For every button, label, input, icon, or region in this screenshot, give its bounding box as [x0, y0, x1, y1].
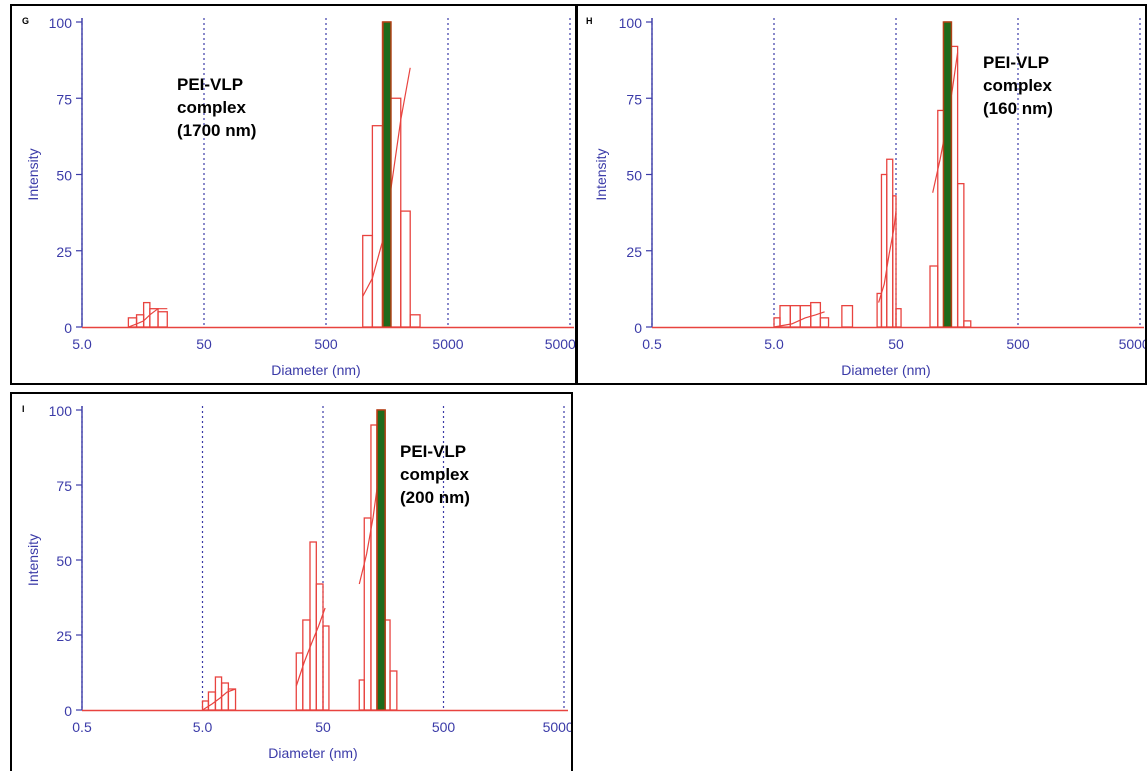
histogram-bar: [963, 320, 972, 328]
x-tick-label: 500: [432, 719, 456, 735]
histogram-bar: [886, 158, 894, 328]
chart-panel-h: H 0 25 50 75 100 0.5 5.0 50 500 5000.0 Diameter (nm…: [576, 4, 1147, 385]
histogram-bar: [895, 308, 902, 328]
histogram-bar: [358, 679, 365, 711]
x-tick-label: 5000.0: [1119, 336, 1145, 352]
histogram-bar: [370, 424, 378, 711]
y-tick-label: 25: [56, 628, 72, 644]
y-tick-label: 75: [56, 478, 72, 494]
y-tick-label: 50: [626, 168, 642, 184]
x-tick-label: 5000.0: [543, 719, 571, 735]
y-tick-label: 50: [56, 553, 72, 569]
x-axis-title: Diameter (nm): [841, 362, 930, 378]
panel-letter: G: [22, 16, 29, 26]
histogram-bar: [371, 125, 384, 328]
y-tick-label: 0: [634, 320, 642, 336]
chart-panel-g: G 0 25 50 75 100 5.0 50 500 5000 50000.0 Diameter (…: [10, 4, 577, 385]
y-tick-label: 25: [56, 244, 72, 260]
peak-marker: [382, 21, 392, 328]
histogram-bar: [227, 688, 237, 711]
histogram-bar: [389, 670, 398, 711]
y-tick-label: 25: [626, 244, 642, 260]
cumulative-line: [773, 311, 825, 328]
x-tick-label: 50: [315, 719, 331, 735]
x-tick-label: 5.0: [193, 719, 213, 735]
peak-annotation-line: (160 nm): [983, 99, 1053, 118]
x-tick-label: 5.0: [764, 336, 784, 352]
cumulative-line: [878, 211, 897, 303]
histogram-bar: [142, 301, 151, 328]
cumulative-line: [295, 607, 326, 687]
peak-annotation-line: PEI-VLP: [400, 442, 466, 461]
cumulative-line: [202, 688, 236, 711]
peak-annotation-line: complex: [400, 465, 470, 484]
cumulative-line: [128, 308, 168, 328]
x-tick-label: 50: [196, 336, 212, 352]
x-tick-label: 0.5: [72, 719, 92, 735]
x-tick-label: 50000.0: [545, 336, 575, 352]
panel-letter: I: [22, 404, 25, 414]
histogram-bar: [409, 314, 421, 328]
y-tick-label: 50: [56, 168, 72, 184]
chart-i-svg: I 0 25 50 75 100 0.5 5.0 50 500 5000.0 Diameter (nm…: [22, 403, 571, 761]
histogram-bar: [880, 173, 888, 328]
y-axis-title: Intensity: [593, 148, 609, 200]
y-tick-label: 100: [619, 15, 643, 31]
x-tick-label: 500: [1006, 336, 1030, 352]
x-axis-title: Diameter (nm): [271, 362, 360, 378]
x-tick-label: 500: [314, 336, 338, 352]
x-tick-label: 5.0: [72, 336, 92, 352]
histogram-bar: [929, 265, 939, 328]
x-tick-label: 50: [888, 336, 904, 352]
peak-annotation-line: (1700 nm): [177, 121, 256, 140]
peak-marker: [942, 21, 953, 328]
y-tick-label: 100: [49, 403, 73, 419]
y-tick-label: 0: [64, 703, 72, 719]
y-tick-label: 0: [64, 320, 72, 336]
histogram-bar: [956, 182, 965, 328]
histogram-bar: [400, 210, 411, 328]
peak-annotation-line: (200 nm): [400, 488, 470, 507]
panel-letter: H: [586, 16, 593, 26]
chart-h-svg: H 0 25 50 75 100 0.5 5.0 50 500 5000.0 Diameter (nm…: [586, 15, 1145, 378]
histogram-bar: [157, 311, 168, 328]
y-tick-label: 75: [626, 91, 642, 107]
histogram-bar: [207, 691, 217, 711]
peak-annotation-line: complex: [177, 98, 247, 117]
histogram-bar: [841, 304, 854, 328]
y-tick-label: 100: [49, 15, 73, 31]
x-axis-title: Diameter (nm): [268, 745, 357, 761]
y-axis-title: Intensity: [25, 534, 41, 586]
peak-annotation-line: PEI-VLP: [983, 53, 1049, 72]
histogram-bar: [309, 541, 317, 711]
x-tick-label: 0.5: [642, 336, 662, 352]
histogram-bar: [322, 625, 330, 711]
histogram-bar: [315, 583, 324, 711]
y-tick-label: 75: [56, 91, 72, 107]
chart-panel-i: I 0 25 50 75 100 0.5 5.0 50 500 5000.0 Diameter (nm…: [10, 392, 573, 771]
histogram-bar: [819, 317, 830, 328]
peak-annotation-line: complex: [983, 76, 1053, 95]
y-axis-title: Intensity: [25, 148, 41, 200]
peak-marker: [376, 409, 386, 711]
peak-annotation-line: PEI-VLP: [177, 75, 243, 94]
chart-g-svg: G 0 25 50 75 100 5.0 50 500 5000 50000.0 Diameter (…: [22, 15, 575, 378]
histogram-bar: [779, 304, 791, 328]
histogram-bar: [214, 676, 223, 711]
x-tick-label: 5000: [432, 336, 463, 352]
